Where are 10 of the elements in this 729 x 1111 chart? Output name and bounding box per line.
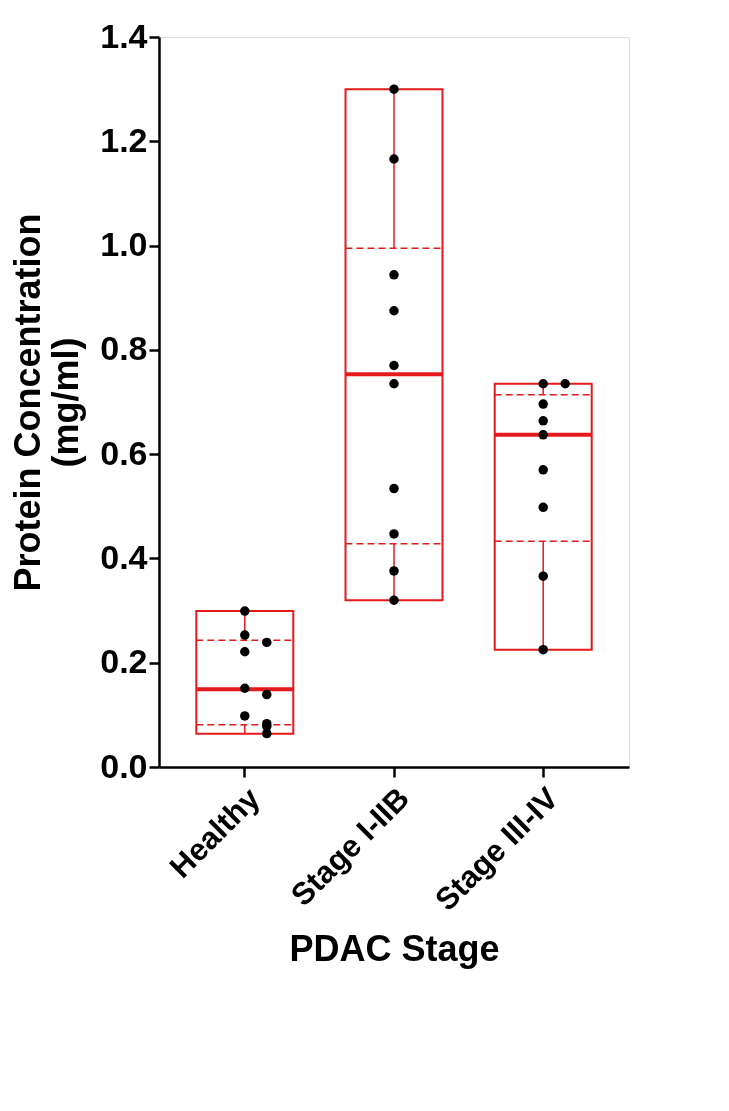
y-tick-label: 1.2	[100, 120, 148, 159]
y-tick-label: 0.2	[100, 642, 148, 681]
y-axis-title: Protein Concentration (mg/ml)	[7, 213, 87, 592]
y-tick-label: 0.0	[100, 746, 148, 785]
x-axis-title: PDAC Stage	[289, 927, 500, 969]
y-tick-label: 0.8	[100, 329, 148, 368]
y-tick-label: 0.6	[100, 433, 148, 472]
y-tick-label: 1.4	[100, 16, 148, 55]
y-tick-label: 1.0	[100, 225, 148, 264]
y-tick-label: 0.4	[100, 537, 148, 576]
